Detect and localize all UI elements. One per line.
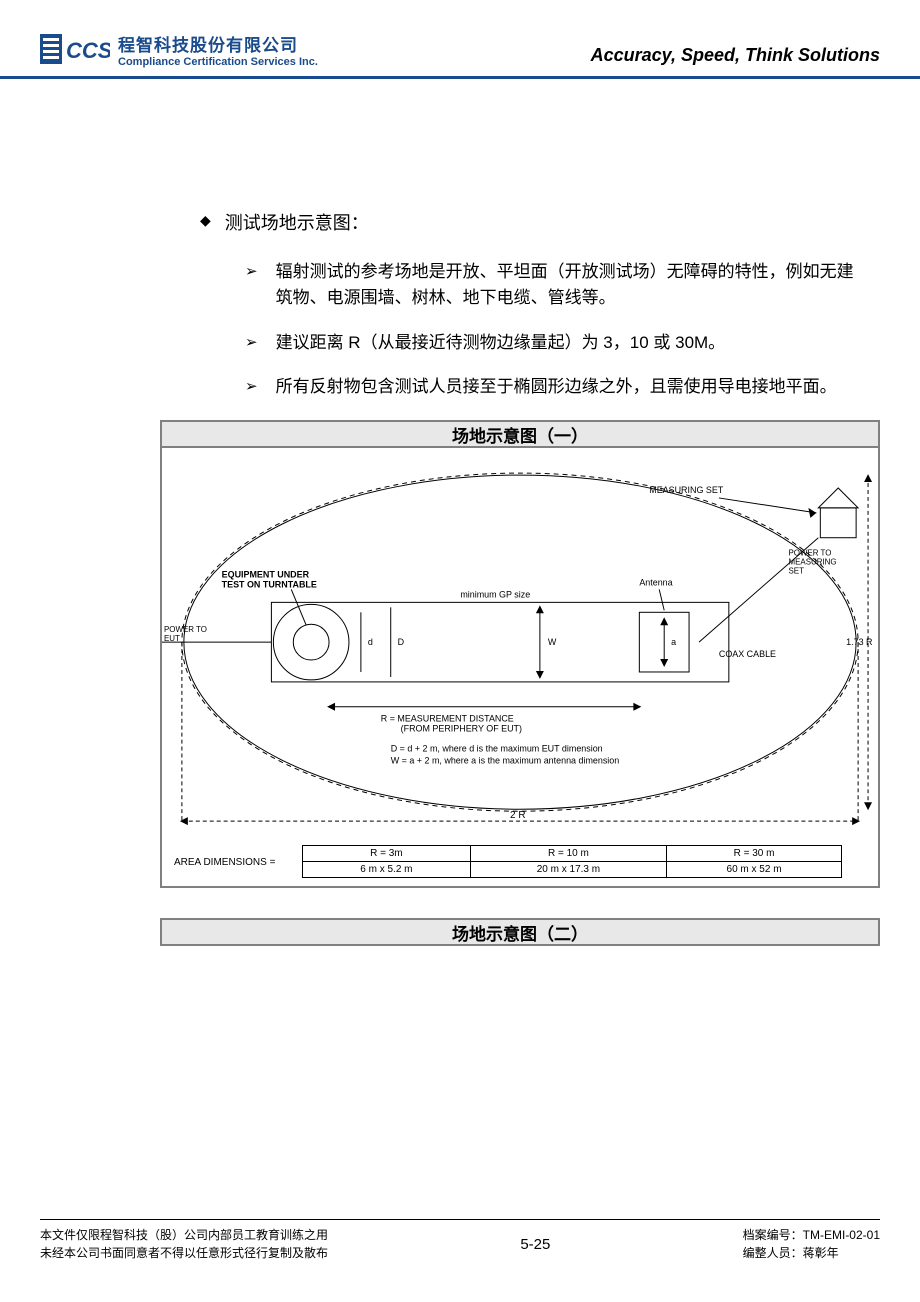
logo-block: CCS 程智科技股份有限公司 Compliance Certification …: [40, 30, 318, 68]
diagram-1-svg: MEASURING SET POWER TO MEASURING SET EQU…: [162, 448, 878, 886]
author: 蒋彰年: [803, 1246, 839, 1260]
dim-h2: R = 10 m: [470, 846, 666, 862]
footer-left: 本文件仅限程智科技（股）公司内部员工教育训练之用 未经本公司书面同意者不得以任意…: [40, 1226, 328, 1262]
doc-number-label: 档案编号：: [743, 1228, 803, 1242]
area-dimensions-label: AREA DIMENSIONS =: [174, 857, 275, 868]
arrow-icon: ➢: [245, 333, 258, 351]
arrow-icon: ➢: [245, 262, 258, 280]
label-power-measuring: POWER TO MEASURING SET: [789, 549, 839, 576]
label-power-eut: POWER TO EUT: [164, 626, 209, 644]
label-d: d: [368, 637, 373, 647]
company-name-cn: 程智科技股份有限公司: [118, 31, 318, 56]
page-header: CCS 程智科技股份有限公司 Compliance Certification …: [0, 0, 920, 79]
footer-left-line1: 本文件仅限程智科技（股）公司内部员工教育训练之用: [40, 1226, 328, 1244]
dimensions-table: R = 3m R = 10 m R = 30 m 6 m x 5.2 m 20 …: [302, 845, 842, 878]
diagram-1-title: 场地示意图（一）: [160, 420, 880, 448]
label-D: D: [398, 637, 405, 647]
label-eut: EQUIPMENT UNDER TEST ON TURNTABLE: [222, 570, 317, 590]
company-name-en: Compliance Certification Services Inc.: [118, 56, 318, 68]
dim-v1: 6 m x 5.2 m: [303, 862, 471, 878]
company-name-block: 程智科技股份有限公司 Compliance Certification Serv…: [118, 31, 318, 68]
diagram-1-wrapper: 场地示意图（一）: [160, 420, 880, 946]
doc-number: TM-EMI-02-01: [803, 1228, 880, 1242]
label-d-formula: D = d + 2 m, where d is the maximum EUT …: [391, 744, 603, 754]
label-W: W: [548, 637, 557, 647]
author-label: 编整人员：: [743, 1246, 803, 1260]
measuring-set-house: [818, 488, 858, 538]
footer-right: 档案编号：TM-EMI-02-01 编整人员：蒋彰年: [743, 1226, 880, 1262]
label-min-gp: minimum GP size: [460, 590, 530, 600]
logo-text: CCS: [66, 38, 110, 63]
turntable-inner: [293, 625, 329, 661]
diagram-1-body: MEASURING SET POWER TO MEASURING SET EQU…: [160, 448, 880, 888]
sub-bullet-2: ➢ 建议距离 R（从最接近待测物边缘量起）为 3，10 或 30M。: [245, 330, 860, 356]
label-antenna: Antenna: [639, 578, 672, 588]
label-w-formula: W = a + 2 m, where a is the maximum ante…: [391, 756, 620, 766]
arrow-icon: ➢: [245, 377, 258, 395]
sub-bullet-3-text: 所有反射物包含测试人员接至于椭圆形边缘之外，且需使用导电接地平面。: [276, 374, 837, 400]
diagram-2-title: 场地示意图（二）: [160, 918, 880, 946]
label-173r: 1.73 R: [846, 637, 873, 647]
page-footer: 本文件仅限程智科技（股）公司内部员工教育训练之用 未经本公司书面同意者不得以任意…: [40, 1219, 880, 1262]
label-2r: 2 R: [510, 811, 525, 822]
footer-left-line2: 未经本公司书面同意者不得以任意形式径行复制及散布: [40, 1244, 328, 1262]
sub-bullet-1-text: 辐射测试的参考场地是开放、平坦面（开放测试场）无障碍的特性，例如无建筑物、电源围…: [276, 259, 860, 312]
tagline: Accuracy, Speed, Think Solutions: [591, 45, 880, 68]
label-r-meas: R = MEASUREMENT DISTANCE (FROM PERIPHERY…: [381, 714, 522, 734]
main-bullet: ◆ 测试场地示意图：: [200, 209, 860, 235]
page-number: 5-25: [520, 1236, 550, 1253]
dim-v3: 60 m x 52 m: [667, 862, 842, 878]
label-a: a: [671, 637, 676, 647]
label-measuring-set: MEASURING SET: [649, 485, 724, 495]
dim-v2: 20 m x 17.3 m: [470, 862, 666, 878]
table-row: R = 3m R = 10 m R = 30 m: [303, 846, 842, 862]
main-bullet-text: 测试场地示意图：: [225, 209, 369, 235]
dim-h3: R = 30 m: [667, 846, 842, 862]
sub-bullet-3: ➢ 所有反射物包含测试人员接至于椭圆形边缘之外，且需使用导电接地平面。: [245, 374, 860, 400]
label-coax: COAX CABLE: [719, 649, 776, 659]
table-row: 6 m x 5.2 m 20 m x 17.3 m 60 m x 52 m: [303, 862, 842, 878]
dim-h1: R = 3m: [303, 846, 471, 862]
gp-rect: [271, 603, 728, 683]
turntable-outer: [273, 605, 349, 681]
sub-bullet-1: ➢ 辐射测试的参考场地是开放、平坦面（开放测试场）无障碍的特性，例如无建筑物、电…: [245, 259, 860, 312]
content-area: ◆ 测试场地示意图： ➢ 辐射测试的参考场地是开放、平坦面（开放测试场）无障碍的…: [0, 79, 920, 946]
doc-number-row: 档案编号：TM-EMI-02-01: [743, 1226, 880, 1244]
sub-bullet-2-text: 建议距离 R（从最接近待测物边缘量起）为 3，10 或 30M。: [276, 330, 726, 356]
diamond-icon: ◆: [200, 212, 211, 229]
author-row: 编整人员：蒋彰年: [743, 1244, 880, 1262]
logo-icon: CCS: [40, 30, 110, 68]
